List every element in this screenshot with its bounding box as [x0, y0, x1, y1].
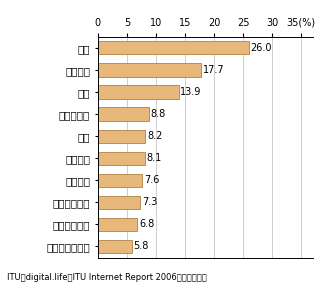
Bar	[98, 240, 131, 253]
Bar	[98, 85, 179, 98]
Text: 26.0: 26.0	[251, 43, 272, 53]
Bar	[98, 174, 142, 187]
Text: 5.8: 5.8	[133, 241, 149, 252]
Text: ITU「digital.life　ITU Internet Report 2006」により作成: ITU「digital.life ITU Internet Report 200…	[7, 273, 206, 282]
Text: 17.7: 17.7	[202, 65, 224, 75]
Text: 8.1: 8.1	[147, 153, 162, 163]
Bar	[98, 130, 145, 143]
Text: 8.2: 8.2	[147, 131, 163, 141]
Text: 8.8: 8.8	[151, 109, 166, 119]
Text: 6.8: 6.8	[139, 219, 154, 230]
Text: 7.3: 7.3	[142, 197, 157, 207]
Text: 13.9: 13.9	[180, 87, 202, 97]
Bar	[98, 41, 249, 54]
Text: 7.6: 7.6	[144, 175, 159, 185]
Bar	[98, 196, 140, 209]
Bar	[98, 218, 137, 231]
Bar	[98, 152, 145, 165]
Bar	[98, 63, 201, 76]
Bar	[98, 108, 149, 121]
